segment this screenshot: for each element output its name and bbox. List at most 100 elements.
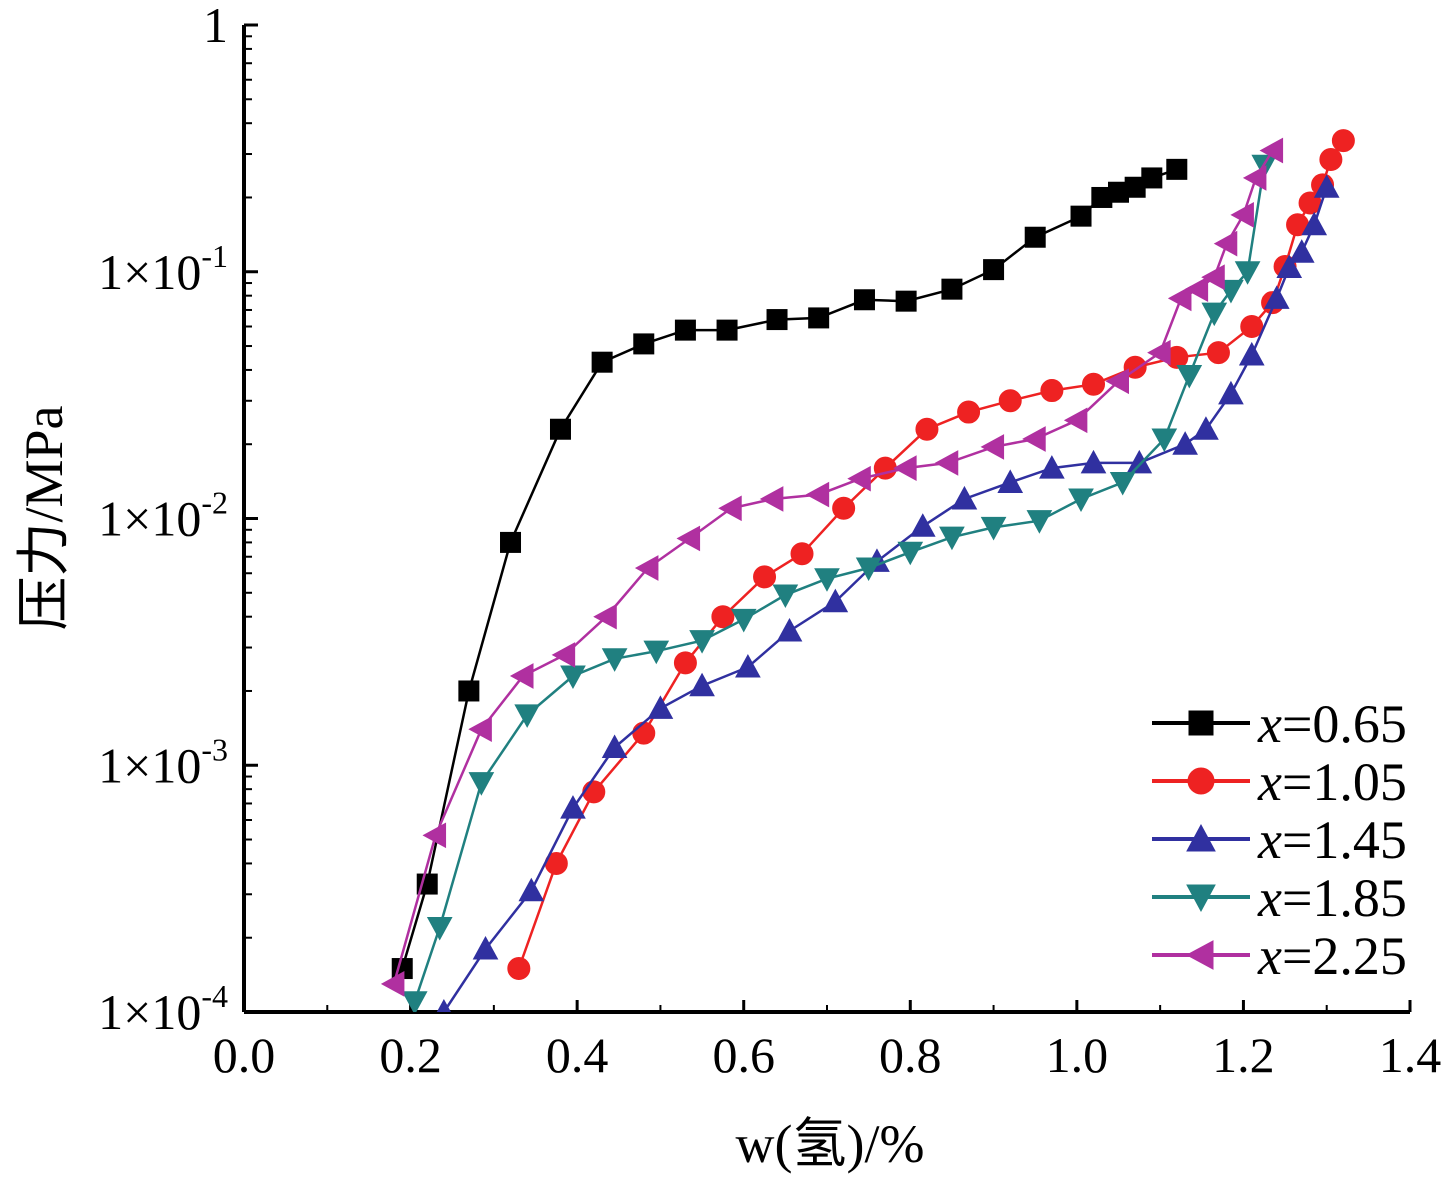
y-tick-label: 1×10-1	[98, 238, 228, 300]
square-marker	[1141, 167, 1163, 189]
legend-item: x=1.85	[1152, 868, 1407, 928]
circle-marker	[915, 417, 939, 441]
y-tick-label: 1×10-2	[98, 485, 228, 547]
square-marker	[1070, 205, 1092, 227]
triangle-down-marker	[689, 630, 715, 654]
circle-marker	[832, 496, 856, 520]
series-x=1.45	[436, 174, 1340, 1012]
circle-marker	[1040, 379, 1064, 403]
triangle-up-marker	[1218, 380, 1244, 405]
triangle-left-marker	[805, 481, 830, 508]
triangle-down-marker	[772, 584, 799, 608]
square-marker	[1166, 158, 1188, 180]
triangle-down-marker	[401, 991, 428, 1012]
triangle-left-marker	[380, 971, 405, 997]
triangle-up-marker	[560, 795, 586, 819]
triangle-left-marker	[1230, 202, 1254, 228]
triangle-left-marker	[1022, 426, 1046, 452]
triangle-down-marker	[939, 526, 965, 551]
legend-item: x=0.65	[1152, 694, 1407, 754]
triangle-left-marker	[676, 525, 701, 552]
triangle-up-marker	[822, 588, 849, 613]
x-axis: 0.0 0.2 0.4 0.6 0.8 1.0 1.2 1.4	[213, 1000, 1441, 1083]
legend-label: x=1.45	[1257, 810, 1407, 870]
circle-marker	[632, 721, 656, 745]
triangle-left-marker	[468, 716, 492, 743]
square-marker	[853, 289, 875, 311]
square-marker	[1188, 710, 1214, 736]
triangle-up-marker	[1288, 239, 1315, 263]
square-marker	[766, 309, 788, 331]
legend-label: x=1.85	[1257, 868, 1407, 928]
circle-marker	[1240, 314, 1264, 338]
triangle-down-marker	[601, 648, 628, 672]
circle-marker	[582, 780, 606, 804]
triangle-up-marker	[735, 654, 761, 678]
triangle-down-marker	[1026, 510, 1053, 534]
series-x=1.85	[401, 154, 1278, 1012]
square-marker	[983, 259, 1005, 281]
square-marker	[591, 351, 613, 373]
legend-item: x=1.05	[1152, 752, 1407, 812]
triangle-left-marker	[1185, 940, 1214, 970]
series-x=2.25	[380, 137, 1284, 997]
y-axis: 1×10-4 1×10-3 1×10-2 1×10-1 1	[98, 0, 258, 1040]
x-tick-label: 0.0	[213, 1027, 276, 1083]
triangle-down-marker	[814, 568, 840, 592]
triangle-left-marker	[634, 555, 659, 581]
x-tick-label: 1.4	[1379, 1027, 1441, 1083]
triangle-up-marker	[776, 617, 803, 642]
circle-marker	[711, 605, 735, 629]
triangle-up-marker	[436, 998, 452, 1012]
square-marker	[674, 319, 696, 341]
circle-marker	[1082, 372, 1106, 396]
series-x=1.05	[507, 129, 1355, 981]
circle-marker	[753, 565, 777, 589]
triangle-left-marker	[1242, 165, 1267, 191]
triangle-left-marker	[422, 822, 447, 849]
y-tick-label: 1	[203, 0, 228, 53]
x-tick-label: 1.0	[1046, 1027, 1109, 1083]
square-marker	[895, 290, 917, 312]
triangle-left-marker	[1213, 230, 1238, 257]
square-marker	[808, 307, 830, 329]
triangle-up-marker	[1313, 174, 1340, 198]
x-tick-label: 1.2	[1212, 1027, 1275, 1083]
triangle-down-marker	[1201, 302, 1228, 327]
x-tick-label: 0.6	[712, 1027, 775, 1083]
triangle-up-marker	[1238, 341, 1265, 366]
circle-marker	[1187, 767, 1215, 795]
square-marker	[941, 278, 963, 300]
triangle-up-marker	[1186, 823, 1216, 852]
triangle-left-marker	[509, 663, 534, 689]
circle-marker	[957, 400, 981, 424]
circle-marker	[507, 957, 531, 981]
circle-marker	[1206, 341, 1230, 365]
triangle-up-marker	[1263, 285, 1290, 309]
triangle-up-marker	[1301, 211, 1328, 236]
triangle-down-marker	[643, 640, 670, 665]
y-axis-title: 压力/MPa	[14, 405, 74, 630]
square-marker	[716, 319, 738, 341]
triangle-down-marker	[1151, 428, 1178, 453]
triangle-down-marker	[730, 608, 757, 633]
triangle-left-marker	[759, 486, 784, 512]
triangle-down-marker	[897, 541, 924, 566]
legend-label: x=2.25	[1257, 926, 1407, 986]
triangle-up-marker	[647, 695, 674, 719]
legend-item: x=2.25	[1152, 926, 1407, 986]
triangle-left-marker	[1063, 407, 1088, 434]
series-line	[401, 168, 1178, 969]
x-axis-title: w(氢)/%	[736, 1114, 925, 1174]
y-tick-label: 1×10-3	[98, 731, 228, 793]
triangle-down-marker	[1234, 261, 1261, 285]
legend: x=0.65x=1.05x=1.45x=1.85x=2.25	[1152, 694, 1407, 986]
triangle-down-marker	[514, 704, 541, 728]
square-marker	[633, 333, 655, 355]
triangle-left-marker	[847, 465, 871, 492]
square-marker	[549, 418, 571, 440]
triangle-down-marker	[1109, 471, 1136, 496]
circle-marker	[790, 542, 814, 566]
plot-series-group	[380, 129, 1355, 1012]
triangle-up-marker	[518, 877, 545, 902]
